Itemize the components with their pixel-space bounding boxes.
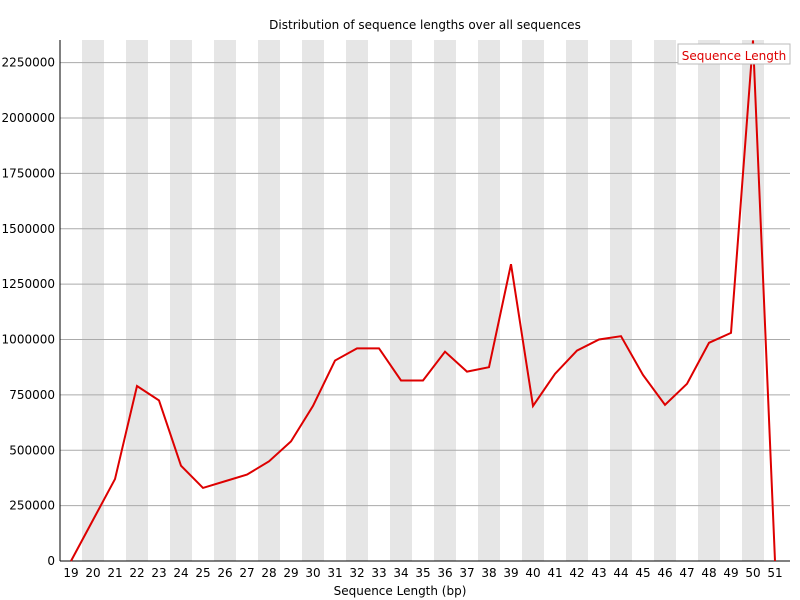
x-tick-label-27: 27 — [239, 566, 254, 580]
x-tick-label-23: 23 — [151, 566, 166, 580]
x-tick-label-37: 37 — [459, 566, 474, 580]
x-tick-label-41: 41 — [547, 566, 562, 580]
x-tick-label-45: 45 — [635, 566, 650, 580]
y-tick-label-750000: 750000 — [9, 388, 55, 402]
x-tick-label-24: 24 — [173, 566, 188, 580]
x-tick-label-22: 22 — [129, 566, 144, 580]
chart-title: Distribution of sequence lengths over al… — [269, 18, 581, 32]
band-38 — [478, 40, 500, 561]
band-40 — [522, 40, 544, 561]
band-24 — [170, 40, 192, 561]
band-20 — [82, 40, 104, 561]
band-28 — [258, 40, 280, 561]
x-tick-labels: 19 20 21 22 23 24 25 26 27 28 29 30 31 32 33 34 35 36 37 38… — [63, 566, 782, 580]
legend: Sequence Length — [677, 43, 791, 65]
band-36 — [434, 40, 456, 561]
x-tick-label-25: 25 — [195, 566, 210, 580]
y-tick-label-500000: 500000 — [9, 443, 55, 457]
x-tick-label-50: 50 — [745, 566, 760, 580]
x-tick-label-28: 28 — [261, 566, 276, 580]
horizontal-gridlines — [60, 62, 790, 507]
x-tick-label-19: 19 — [63, 566, 78, 580]
band-46 — [654, 40, 676, 561]
x-tick-label-39: 39 — [503, 566, 518, 580]
y-tick-label-1000000: 1000000 — [2, 333, 55, 347]
x-tick-label-38: 38 — [481, 566, 496, 580]
y-tick-label-250000: 250000 — [9, 499, 55, 513]
band-22 — [126, 40, 148, 561]
legend-entry-sequence-length: Sequence Length — [682, 49, 786, 63]
band-34 — [390, 40, 412, 561]
x-tick-label-35: 35 — [415, 566, 430, 580]
x-tick-label-33: 33 — [371, 566, 386, 580]
band-30 — [302, 40, 324, 561]
x-tick-label-21: 21 — [107, 566, 122, 580]
y-tick-label-0: 0 — [47, 554, 55, 568]
y-tick-label-1250000: 1250000 — [2, 277, 55, 291]
x-tick-label-44: 44 — [613, 566, 628, 580]
x-tick-label-31: 31 — [327, 566, 342, 580]
x-tick-label-40: 40 — [525, 566, 540, 580]
band-48 — [698, 40, 720, 561]
x-tick-label-34: 34 — [393, 566, 408, 580]
legend-box — [677, 43, 791, 65]
x-tick-label-20: 20 — [85, 566, 100, 580]
band-32 — [346, 40, 368, 561]
x-tick-label-30: 30 — [305, 566, 320, 580]
y-tick-label-2000000: 2000000 — [2, 111, 55, 125]
x-tick-label-42: 42 — [569, 566, 584, 580]
x-tick-label-43: 43 — [591, 566, 606, 580]
y-tick-label-1750000: 1750000 — [2, 166, 55, 180]
y-tick-label-1500000: 1500000 — [2, 222, 55, 236]
x-tick-label-32: 32 — [349, 566, 364, 580]
band-26 — [214, 40, 236, 561]
x-axis-title: Sequence Length (bp) — [334, 584, 467, 598]
x-tick-label-51: 51 — [767, 566, 782, 580]
y-tick-label-2250000: 2250000 — [2, 56, 55, 70]
x-tick-label-26: 26 — [217, 566, 232, 580]
x-tick-label-47: 47 — [679, 566, 694, 580]
band-44 — [610, 40, 632, 561]
x-tick-label-48: 48 — [701, 566, 716, 580]
series-layer — [70, 40, 776, 562]
x-tick-label-29: 29 — [283, 566, 298, 580]
y-tick-labels: 0 250000 500000 750000 1000000 1250000 1500000… — [2, 56, 55, 568]
x-tick-label-49: 49 — [723, 566, 738, 580]
x-tick-label-46: 46 — [657, 566, 672, 580]
band-42 — [566, 40, 588, 561]
x-tick-label-36: 36 — [437, 566, 452, 580]
